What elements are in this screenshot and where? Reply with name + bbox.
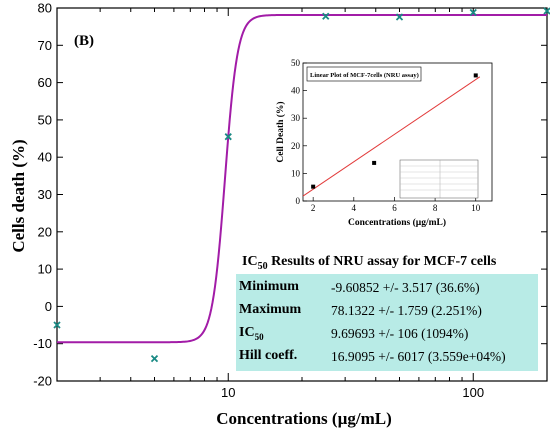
x-tick-label: 10: [221, 385, 235, 400]
x-tick-label: 100: [462, 385, 484, 400]
data-point: [543, 7, 550, 15]
inset-title-box: [306, 66, 422, 82]
y-tick-label: 20: [38, 224, 52, 239]
inset-y-tick-label: 0: [296, 196, 301, 206]
y-tick-label: -10: [33, 336, 52, 351]
inset-x-tick-label: 2: [311, 203, 316, 213]
results-title-subscript: 50: [257, 260, 268, 272]
results-value: 9.69693 +/- 106 (1094%): [331, 325, 469, 341]
inset-linear-plot: 0 10 20 30 40 50 2 4 6 8 10 Linear Plot of MCF-7ce…: [258, 57, 493, 228]
y-tick-label: 50: [38, 112, 52, 127]
data-point: [395, 13, 404, 21]
data-point-stroke: [395, 13, 404, 21]
data-point: [150, 354, 159, 363]
results-row-ic50: IC50 9.69693 +/- 106 (1094%): [236, 322, 538, 345]
y-tick-label: 70: [38, 38, 52, 53]
inset-fit-line-segment: [302, 76, 481, 197]
data-point: [224, 133, 232, 141]
inset-x-axis-title: Concentrations (µg/mL): [348, 217, 446, 228]
inset-x-tick-label: 8: [433, 203, 438, 213]
inset-data-points: [311, 73, 478, 189]
results-label: IC50: [239, 325, 264, 342]
inset-y-axis-title: Cell Death (%): [275, 101, 286, 162]
results-title-prefix: IC: [242, 254, 258, 269]
inset-title: Linear Plot of MCF-7cells (NRU assay): [310, 72, 419, 79]
inset-plot-frame: [302, 62, 493, 202]
results-value: -9.60852 +/- 3.517 (36.6%): [331, 279, 480, 295]
panel-label: (B): [74, 33, 94, 49]
inset-data-point: [473, 73, 478, 78]
results-row-minimum: Minimum -9.60852 +/- 3.517 (36.6%): [236, 276, 538, 299]
y-tick-label: -20: [33, 374, 52, 389]
results-title-suffix: Results of NRU assay for MCF-7 cells: [267, 254, 497, 269]
inset-data-point: [372, 160, 377, 165]
inset-y-tick-label: 50: [291, 58, 301, 68]
results-value: 78.1322 +/- 1.759 (2.251%): [331, 302, 482, 318]
data-point-stroke: [543, 7, 550, 15]
y-tick-label: 30: [38, 187, 52, 202]
data-point-stroke: [53, 321, 61, 329]
results-label: Minimum: [239, 279, 299, 295]
data-point: [53, 321, 61, 329]
inset-x-tick-label: 4: [352, 203, 357, 213]
results-row-maximum: Maximum 78.1322 +/- 1.759 (2.251%): [236, 299, 538, 322]
ic50-results-panel: IC50 Results of NRU assay for MCF-7 cell…: [236, 250, 538, 371]
results-table: Minimum -9.60852 +/- 3.517 (36.6%) Maxim…: [236, 274, 538, 371]
y-axis-title: Cells death (%): [9, 139, 28, 252]
y-tick-label: 40: [38, 150, 52, 165]
results-label: Maximum: [239, 302, 302, 318]
inset-x-tick-label: 6: [392, 203, 397, 213]
inset-y-tick-label: 10: [291, 168, 301, 178]
data-point: [469, 8, 477, 17]
hill-fit-curve: [57, 13, 547, 344]
y-tick-label: 60: [38, 75, 52, 90]
results-row-hill-coeff: Hill coeff. 16.9095 +/- 6017 (3.559e+04%…: [236, 345, 538, 368]
inset-y-tick-label: 40: [291, 86, 301, 96]
inset-stats-box: [399, 159, 479, 199]
data-point-stroke: [322, 12, 330, 20]
y-tick-label: 10: [38, 262, 52, 277]
results-value: 16.9095 +/- 6017 (3.559e+04%): [331, 348, 506, 364]
data-point: [322, 12, 330, 20]
inset-data-point: [311, 184, 316, 189]
data-point-stroke: [150, 354, 159, 363]
inset-y-tick-label: 30: [291, 113, 301, 123]
y-tick-label: 80: [38, 1, 52, 16]
hill-fit-curve-group: [57, 13, 547, 344]
data-point-stroke: [224, 133, 232, 141]
inset-x-tick-label: 10: [471, 203, 481, 213]
inset-axis-ticks: 0 10 20 30 40 50 2 4 6 8 10: [291, 58, 481, 213]
main-data-points: [53, 7, 550, 363]
results-label: Hill coeff.: [239, 348, 298, 364]
x-axis-title: Concentrations (µg/mL): [216, 409, 392, 428]
y-tick-label: 0: [45, 299, 52, 314]
data-point-stroke: [469, 8, 477, 17]
inset-fit-line: [302, 76, 481, 197]
results-title: IC50 Results of NRU assay for MCF-7 cell…: [236, 250, 538, 274]
inset-y-tick-label: 20: [291, 141, 301, 151]
